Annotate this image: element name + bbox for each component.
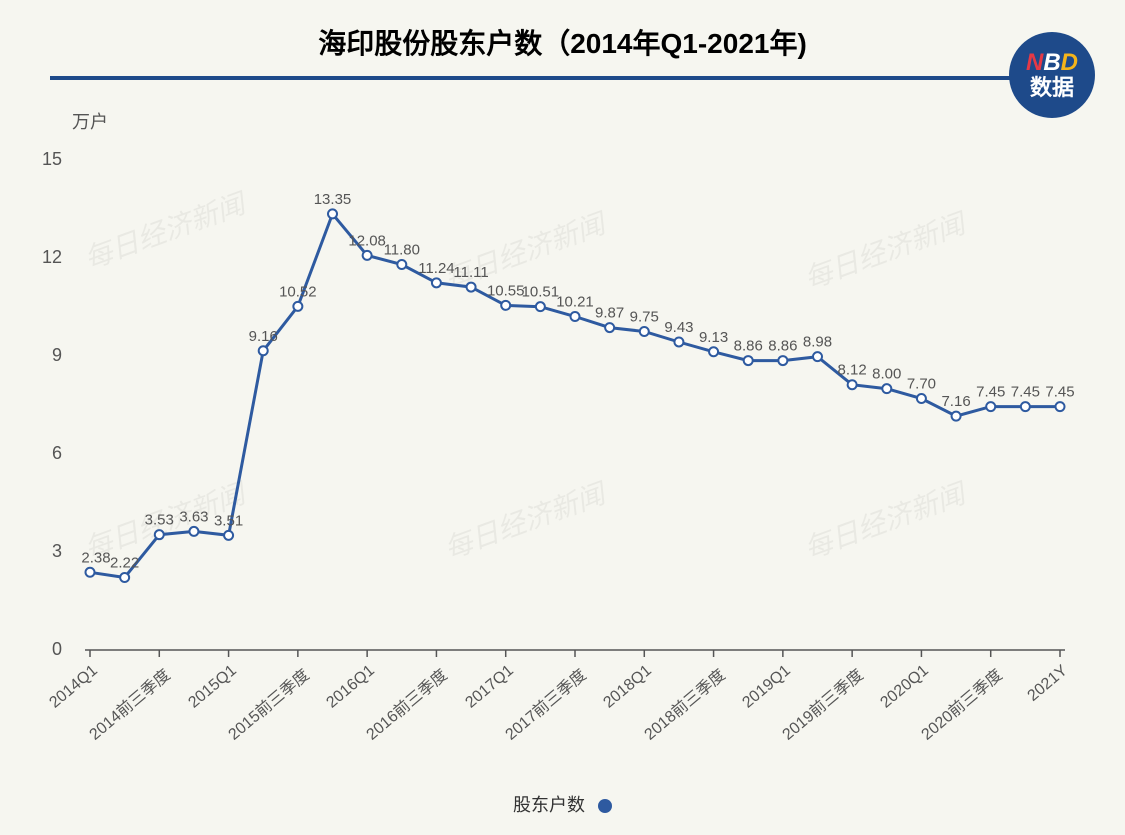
svg-text:3.53: 3.53 [145,512,174,529]
nbd-d: D [1061,49,1078,76]
svg-text:13.35: 13.35 [314,191,352,208]
svg-text:9.16: 9.16 [249,328,278,345]
nbd-bottom: 数据 [1030,76,1074,100]
legend-dot [598,799,612,813]
svg-text:11.80: 11.80 [384,242,420,259]
svg-text:8.00: 8.00 [872,366,901,383]
svg-text:10.51: 10.51 [522,284,560,301]
y-tick-label: 9 [22,345,62,366]
title-bar: 海印股份股东户数（2014年Q1-2021年) [0,0,1125,80]
svg-text:9.87: 9.87 [595,305,624,322]
plot-area: 2.382.223.533.633.519.1610.5213.3512.081… [70,130,1080,660]
y-tick-label: 6 [22,443,62,464]
svg-text:7.45: 7.45 [976,384,1005,401]
nbd-badge: NBD 数据 [1009,32,1095,118]
nbd-n: N [1026,49,1043,76]
svg-text:8.86: 8.86 [768,338,797,355]
svg-text:7.16: 7.16 [941,393,970,410]
svg-text:7.70: 7.70 [907,375,936,392]
nbd-top: NBD [1026,50,1078,76]
y-tick-label: 15 [22,149,62,170]
svg-text:3.51: 3.51 [214,512,243,529]
svg-text:8.98: 8.98 [803,334,832,351]
svg-text:10.55: 10.55 [487,282,525,299]
svg-text:7.45: 7.45 [1011,384,1040,401]
svg-text:9.75: 9.75 [630,309,659,326]
svg-text:8.12: 8.12 [838,362,867,379]
svg-text:10.52: 10.52 [279,283,317,300]
y-tick-label: 3 [22,541,62,562]
svg-text:9.13: 9.13 [699,329,728,346]
chart-container: 海印股份股东户数（2014年Q1-2021年) NBD 数据 万户 036912… [0,0,1125,835]
svg-text:8.86: 8.86 [734,338,763,355]
chart-title: 海印股份股东户数（2014年Q1-2021年) [0,22,1125,62]
title-underline [50,76,1075,80]
y-tick-label: 12 [22,247,62,268]
svg-text:11.24: 11.24 [418,260,454,277]
svg-text:11.11: 11.11 [453,264,488,281]
y-tick-label: 0 [22,639,62,660]
svg-text:9.43: 9.43 [664,319,693,336]
legend: 股东户数 [0,791,1125,817]
svg-text:3.63: 3.63 [179,508,208,525]
legend-label: 股东户数 [513,795,585,815]
svg-text:2.38: 2.38 [81,549,110,566]
svg-text:10.21: 10.21 [556,293,594,310]
svg-text:12.08: 12.08 [348,232,386,249]
nbd-b: B [1043,49,1060,76]
svg-text:2.22: 2.22 [110,554,139,571]
svg-text:7.45: 7.45 [1045,384,1074,401]
